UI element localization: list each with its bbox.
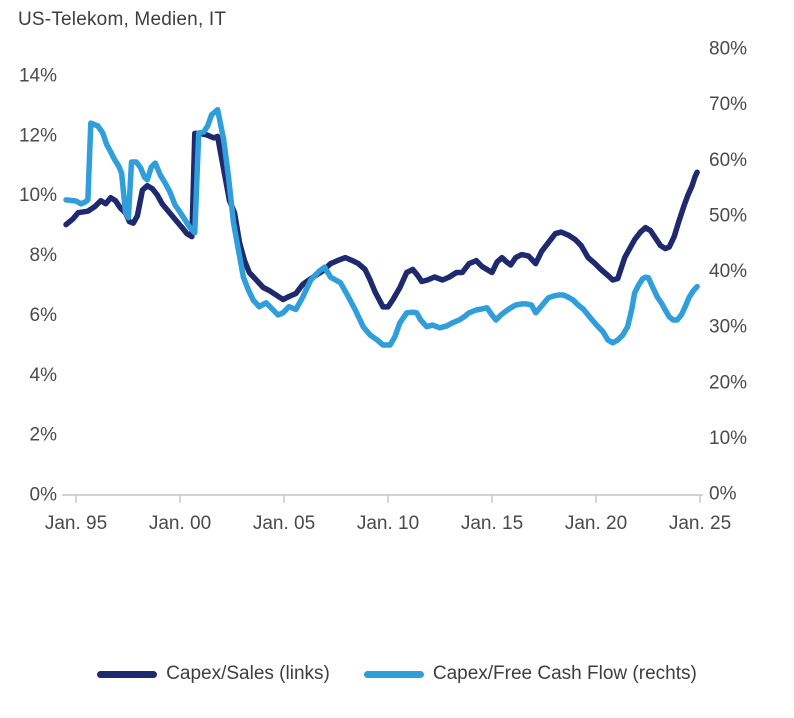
legend-label-capex-sales: Capex/Sales (links) [166, 663, 330, 684]
legend-swatch-capex-sales [97, 670, 158, 678]
x-axis-label: Jan. 95 [45, 513, 107, 534]
y-axis-left-label: 10% [19, 185, 57, 206]
line-chart-plot: Jan. 95 Jan. 00 Jan. 05 Jan. 10 Jan. 15 Jan. … [19, 39, 747, 535]
x-axis-label: Jan. 00 [149, 513, 211, 534]
x-axis-label: Jan. 10 [357, 513, 419, 534]
legend-swatch-capex-fcf [363, 670, 424, 678]
y-axis-left-label: 8% [30, 245, 58, 266]
chart-title: US-Telekom, Medien, IT [18, 9, 227, 30]
y-axis-right-label: 20% [709, 372, 747, 393]
y-axis-right-label: 60% [709, 150, 747, 171]
y-axis-left-label: 12% [19, 125, 57, 146]
capex-fcf-line [63, 106, 700, 348]
y-axis-right-label: 30% [709, 317, 747, 338]
y-axis-left-label: 6% [30, 305, 58, 326]
y-axis-right-label: 50% [709, 205, 747, 226]
legend-item-capex-sales: Capex/Sales (links) [97, 663, 330, 685]
x-axis-label: Jan. 05 [253, 513, 315, 534]
y-axis-right-label: 10% [709, 428, 747, 449]
y-axis-right-label: 80% [709, 39, 747, 60]
legend: Capex/Sales (links) Capex/Free Cash Flow… [0, 663, 794, 685]
y-axis-right-label: 70% [709, 94, 747, 115]
legend-item-capex-fcf: Capex/Free Cash Flow (rechts) [363, 663, 697, 685]
x-axis-label: Jan. 20 [565, 513, 627, 534]
capex-sales-line [63, 130, 700, 310]
y-axis-left-label: 14% [19, 66, 57, 87]
y-axis-right-label: 40% [709, 261, 747, 282]
y-axis-left-label: 0% [30, 485, 58, 506]
y-axis-left-label: 4% [30, 365, 58, 386]
x-axis-label: Jan. 15 [461, 513, 523, 534]
y-axis-left-label: 2% [30, 425, 58, 446]
x-axis-label: Jan. 25 [669, 513, 731, 534]
y-axis-right-label: 0% [709, 484, 737, 505]
legend-label-capex-fcf: Capex/Free Cash Flow (rechts) [432, 663, 697, 684]
